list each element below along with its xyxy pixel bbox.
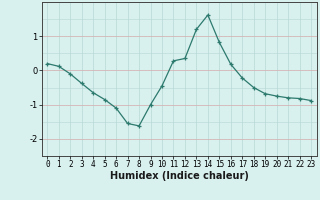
X-axis label: Humidex (Indice chaleur): Humidex (Indice chaleur) <box>110 171 249 181</box>
